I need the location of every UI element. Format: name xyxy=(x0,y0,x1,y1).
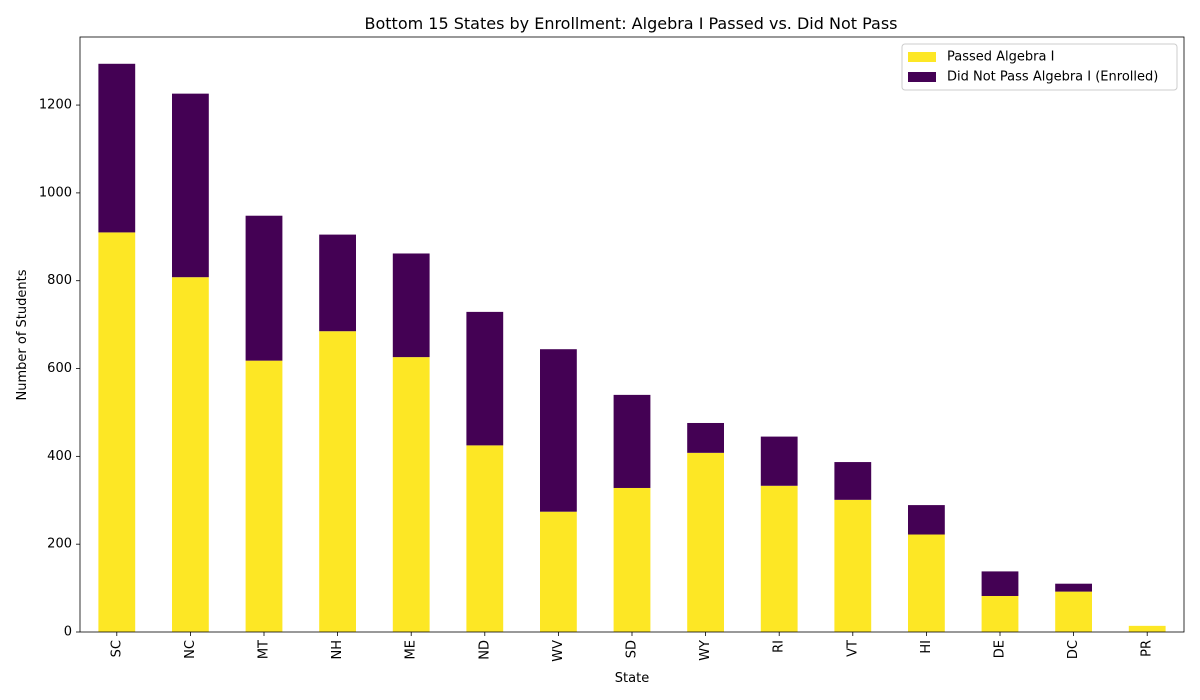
bar-not-passed-wv xyxy=(540,349,577,512)
chart-title: Bottom 15 States by Enrollment: Algebra … xyxy=(365,14,898,33)
y-tick-label: 600 xyxy=(47,361,72,376)
bar-passed-vt xyxy=(834,499,872,632)
y-tick-label: 800 xyxy=(47,273,72,288)
y-tick-label: 400 xyxy=(47,449,72,464)
bar-not-passed-mt xyxy=(245,215,283,361)
bar-not-passed-sd xyxy=(613,394,651,488)
bar-not-passed-me xyxy=(392,253,430,358)
x-tick-label-wy: WY xyxy=(698,640,713,661)
bar-passed-wv xyxy=(540,511,577,632)
y-tick-label: 200 xyxy=(47,537,72,552)
bar-passed-pr xyxy=(1128,625,1166,632)
legend-swatch-passed xyxy=(908,52,936,62)
y-tick-label: 1200 xyxy=(39,98,72,113)
legend-swatch-not-passed xyxy=(908,72,936,82)
x-tick-label-me: ME xyxy=(404,640,419,659)
bar-not-passed-sc xyxy=(98,63,136,233)
bar-passed-ri xyxy=(760,485,798,632)
bar-passed-dc xyxy=(1055,591,1092,632)
axes-frame xyxy=(79,36,1185,633)
x-tick-label-hi: HI xyxy=(919,640,934,654)
bar-not-passed-nh xyxy=(319,234,356,332)
bar-not-passed-de xyxy=(981,571,1019,596)
y-axis-label: Number of Students xyxy=(15,269,30,400)
bar-not-passed-nc xyxy=(172,93,209,278)
bar-not-passed-vt xyxy=(834,462,872,500)
bar-passed-nd xyxy=(466,445,504,632)
x-tick-label-sc: SC xyxy=(109,640,124,657)
y-tick-label: 1000 xyxy=(39,185,72,200)
y-tick-label: 0 xyxy=(64,625,72,640)
bar-passed-sd xyxy=(613,487,651,632)
bar-passed-sc xyxy=(98,232,136,633)
legend: Passed Algebra I Did Not Pass Algebra I (… xyxy=(901,43,1178,91)
x-tick-label-pr: PR xyxy=(1140,640,1155,657)
x-axis-label: State xyxy=(615,671,649,686)
bar-passed-nh xyxy=(319,331,356,632)
x-tick-label-wv: WV xyxy=(551,640,566,662)
bar-passed-nc xyxy=(172,277,209,632)
x-tick-label-mt: MT xyxy=(257,640,272,659)
bar-not-passed-wy xyxy=(687,422,724,453)
x-tick-label-nd: ND xyxy=(477,640,492,660)
bar-passed-hi xyxy=(908,534,945,632)
x-tick-label-sd: SD xyxy=(625,640,640,658)
bar-passed-mt xyxy=(245,360,283,632)
legend-box xyxy=(901,43,1178,91)
x-tick-label-vt: VT xyxy=(845,640,860,657)
bar-not-passed-dc xyxy=(1055,583,1092,592)
bar-not-passed-ri xyxy=(760,436,798,486)
bar-not-passed-hi xyxy=(908,505,945,535)
legend-label-not-passed: Did Not Pass Algebra I (Enrolled) xyxy=(947,70,1158,85)
plot-area: SC NC MT NH ME ND WV SD WY RI VT HI DE DC PR 0 200 400 600… xyxy=(39,36,1185,662)
bar-not-passed-nd xyxy=(466,311,504,446)
x-tick-label-de: DE xyxy=(993,640,1008,658)
bar-passed-wy xyxy=(687,452,724,632)
x-tick-label-nc: NC xyxy=(183,640,198,659)
bar-passed-me xyxy=(392,357,430,632)
x-tick-label-nh: NH xyxy=(330,640,345,660)
bar-passed-de xyxy=(981,595,1019,632)
legend-label-passed: Passed Algebra I xyxy=(947,50,1054,65)
x-tick-label-dc: DC xyxy=(1066,640,1081,659)
x-tick-label-ri: RI xyxy=(772,640,787,653)
